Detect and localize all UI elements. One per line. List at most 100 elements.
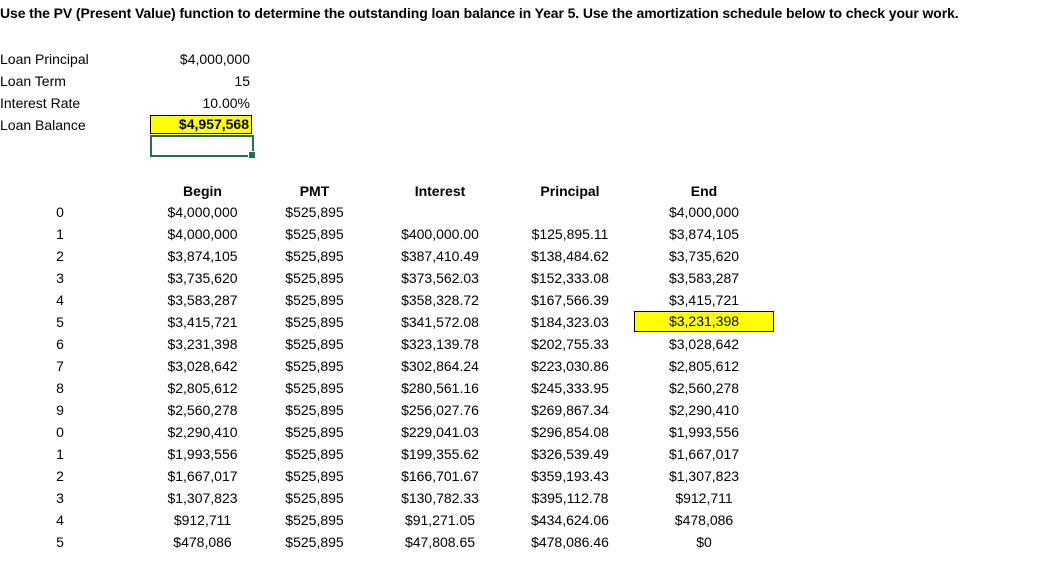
interest-cell[interactable]: $373,562.03 <box>401 270 479 286</box>
year-cell[interactable]: 4 <box>56 292 64 308</box>
pmt-cell[interactable]: $525,895 <box>285 292 344 308</box>
principal-cell[interactable]: $138,484.62 <box>531 248 609 264</box>
begin-cell[interactable]: $3,415,721 <box>167 314 238 330</box>
interest-rate-cell[interactable]: 10.00% <box>202 95 250 111</box>
year-cell[interactable]: 5 <box>56 534 64 550</box>
pmt-cell[interactable]: $525,895 <box>285 226 344 242</box>
begin-cell[interactable]: $3,735,620 <box>167 270 238 286</box>
principal-cell[interactable]: $245,333.95 <box>531 380 609 396</box>
principal-cell[interactable]: $125,895.11 <box>531 226 609 242</box>
interest-cell[interactable]: $387,410.49 <box>401 248 479 264</box>
fill-handle[interactable] <box>248 151 256 159</box>
year-cell[interactable]: 3 <box>56 490 64 506</box>
year-cell[interactable]: 0 <box>56 204 64 220</box>
year-cell[interactable]: 3 <box>56 270 64 286</box>
principal-cell[interactable]: $359,193.43 <box>531 468 609 484</box>
end-cell[interactable]: $2,560,278 <box>668 380 740 396</box>
year-cell[interactable]: 5 <box>56 314 64 330</box>
pmt-cell[interactable]: $525,895 <box>285 248 344 264</box>
pmt-cell[interactable]: $525,895 <box>285 358 344 374</box>
begin-cell[interactable]: $1,993,556 <box>167 446 238 462</box>
principal-cell[interactable]: $395,112.78 <box>531 490 609 506</box>
interest-cell[interactable]: $166,701.67 <box>401 468 479 484</box>
end-cell[interactable]: $3,028,642 <box>668 336 740 352</box>
pmt-cell[interactable]: $525,895 <box>285 424 344 440</box>
begin-cell[interactable]: $2,805,612 <box>167 380 238 396</box>
begin-cell[interactable]: $3,231,398 <box>167 336 238 352</box>
end-cell[interactable]: $4,000,000 <box>668 204 740 220</box>
begin-cell[interactable]: $3,874,105 <box>167 248 238 264</box>
principal-cell[interactable]: $202,755.33 <box>531 336 609 352</box>
begin-cell[interactable]: $2,560,278 <box>167 402 238 418</box>
year-cell[interactable]: 2 <box>56 248 64 264</box>
begin-cell[interactable]: $4,000,000 <box>167 204 238 220</box>
pmt-cell[interactable]: $525,895 <box>285 402 344 418</box>
pmt-cell[interactable]: $525,895 <box>285 270 344 286</box>
principal-cell[interactable]: $167,566.39 <box>531 292 609 308</box>
selected-cell[interactable] <box>150 135 256 159</box>
interest-cell[interactable]: $358,328.72 <box>401 292 479 308</box>
principal-cell[interactable]: $269,867.34 <box>531 402 609 418</box>
end-cell[interactable]: $1,307,823 <box>668 468 740 484</box>
begin-cell[interactable]: $1,307,823 <box>167 490 238 506</box>
end-cell[interactable]: $2,805,612 <box>668 358 740 374</box>
pmt-cell[interactable]: $525,895 <box>285 534 344 550</box>
end-cell[interactable]: $478,086 <box>674 512 734 528</box>
year-cell[interactable]: 2 <box>56 468 64 484</box>
year-cell[interactable]: 8 <box>56 380 64 396</box>
end-cell[interactable]: $3,415,721 <box>668 292 740 308</box>
pmt-cell[interactable]: $525,895 <box>285 446 344 462</box>
interest-cell[interactable]: $302,864.24 <box>401 358 479 374</box>
year-cell[interactable]: 9 <box>56 402 64 418</box>
interest-cell[interactable]: $341,572.08 <box>401 314 479 330</box>
end-cell[interactable]: $1,667,017 <box>668 446 740 462</box>
principal-cell[interactable]: $434,624.06 <box>531 512 609 528</box>
end-cell[interactable]: $2,290,410 <box>668 402 740 418</box>
interest-cell[interactable]: $91,271.05 <box>404 512 476 528</box>
year-cell[interactable]: 4 <box>56 512 64 528</box>
begin-cell[interactable]: $478,086 <box>173 534 232 550</box>
interest-cell[interactable]: $256,027.76 <box>401 402 479 418</box>
pmt-cell[interactable]: $525,895 <box>285 380 344 396</box>
begin-cell[interactable]: $3,028,642 <box>167 358 238 374</box>
year-cell[interactable]: 1 <box>56 446 64 462</box>
begin-cell[interactable]: $4,000,000 <box>167 226 238 242</box>
begin-cell[interactable]: $2,290,410 <box>167 424 238 440</box>
begin-cell[interactable]: $3,583,287 <box>167 292 238 308</box>
begin-cell[interactable]: $912,711 <box>173 512 232 528</box>
pmt-cell[interactable]: $525,895 <box>285 512 344 528</box>
end-cell[interactable]: $3,735,620 <box>668 248 740 264</box>
pmt-cell[interactable]: $525,895 <box>285 468 344 484</box>
year-cell[interactable]: 0 <box>56 424 64 440</box>
begin-cell[interactable]: $1,667,017 <box>167 468 238 484</box>
pmt-cell[interactable]: $525,895 <box>285 336 344 352</box>
interest-cell[interactable]: $130,782.33 <box>401 490 479 506</box>
interest-cell[interactable]: $280,561.16 <box>401 380 479 396</box>
year-cell[interactable]: 6 <box>56 336 64 352</box>
interest-cell[interactable]: $400,000.00 <box>401 226 479 242</box>
interest-cell[interactable]: $199,355.62 <box>401 446 479 462</box>
pmt-cell[interactable]: $525,895 <box>285 490 344 506</box>
interest-cell[interactable]: $229,041.03 <box>401 424 479 440</box>
loan-term-cell[interactable]: 15 <box>234 73 250 89</box>
principal-cell[interactable]: $478,086.46 <box>531 534 609 550</box>
interest-cell[interactable]: $47,808.65 <box>404 534 476 550</box>
pmt-cell[interactable]: $525,895 <box>285 314 344 330</box>
loan-principal-cell[interactable]: $4,000,000 <box>179 51 250 67</box>
end-cell[interactable]: $912,711 <box>675 490 733 506</box>
loan-balance-cell[interactable]: $4,957,568 <box>150 115 252 134</box>
year-cell[interactable]: 7 <box>56 358 64 374</box>
principal-cell[interactable]: $223,030.86 <box>531 358 609 374</box>
principal-cell[interactable]: $326,539.49 <box>531 446 609 462</box>
principal-cell[interactable]: $296,854.08 <box>531 424 609 440</box>
end-cell[interactable]: $3,231,398 <box>634 311 774 332</box>
principal-cell[interactable]: $152,333.08 <box>531 270 609 286</box>
pmt-cell[interactable]: $525,895 <box>285 204 344 220</box>
year-cell[interactable]: 1 <box>56 226 64 242</box>
interest-cell[interactable]: $323,139.78 <box>401 336 479 352</box>
end-cell[interactable]: $0 <box>696 534 712 550</box>
end-cell[interactable]: $1,993,556 <box>668 424 740 440</box>
end-cell[interactable]: $3,583,287 <box>668 270 740 286</box>
end-cell[interactable]: $3,874,105 <box>668 226 740 242</box>
principal-cell[interactable]: $184,323.03 <box>531 314 609 330</box>
